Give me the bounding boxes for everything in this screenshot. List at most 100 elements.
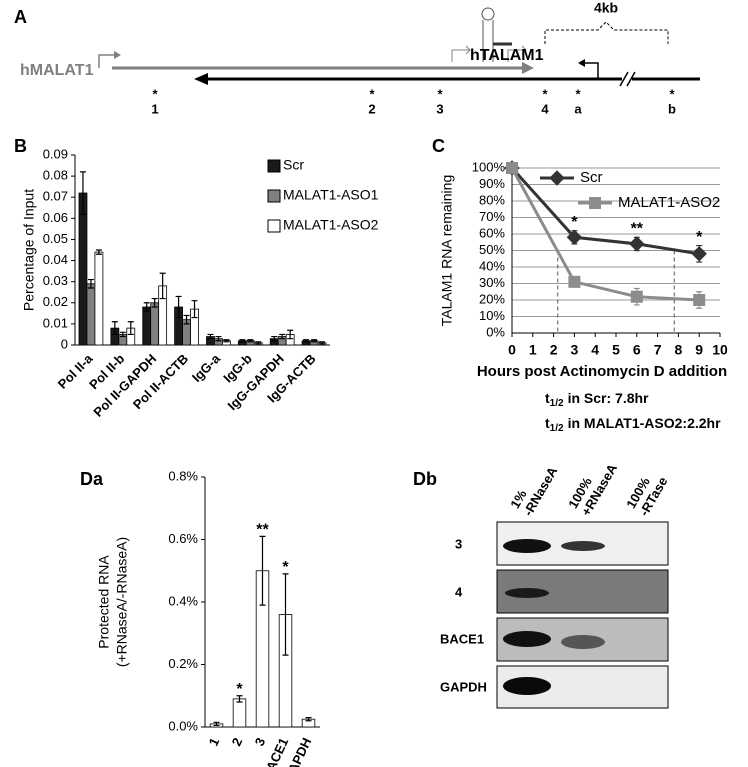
marker	[589, 197, 601, 209]
x-tick-label: 1	[529, 342, 537, 358]
error-bar	[111, 321, 118, 336]
error-bar	[143, 302, 150, 312]
malat1-arrowhead	[522, 62, 534, 74]
panel-label: B	[14, 136, 27, 156]
y-tick-label: 0.06	[43, 210, 68, 225]
error-bar	[287, 329, 294, 340]
marker	[629, 236, 645, 252]
significance-mark: *	[571, 214, 578, 231]
tss-arrow	[98, 54, 114, 68]
x-tick-label: 3	[571, 342, 579, 358]
site-label: 4	[541, 101, 549, 116]
error-bar	[151, 297, 158, 308]
error-bar	[259, 535, 266, 606]
legend-swatch	[267, 189, 281, 203]
gel-band	[505, 588, 549, 598]
note-text: in Scr: 7.8hr	[568, 390, 649, 406]
y-tick-label: 100%	[472, 159, 506, 174]
x-tick-label: 5	[612, 342, 620, 358]
y-tick-label: 0.05	[43, 231, 68, 246]
error-bar	[282, 573, 289, 656]
error-bar	[236, 695, 243, 703]
y-axis-label: (+RNaseA/-RNaseA)	[114, 537, 130, 667]
legend-swatch	[267, 159, 281, 173]
y-tick-label: 0.02	[43, 294, 68, 309]
gene-left: hMALAT1	[20, 62, 94, 79]
site-mark: *	[369, 86, 375, 101]
panel-label: Da	[80, 469, 104, 489]
x-tick-label: 1	[206, 735, 223, 748]
y-tick-label: 0.03	[43, 273, 68, 288]
error-bar	[79, 171, 86, 215]
x-tick-label: IgG-a	[189, 350, 224, 385]
error-bar	[303, 339, 310, 343]
series-line	[510, 167, 700, 302]
legend-label: MALAT1-ASO2	[283, 217, 379, 233]
error-bar	[305, 717, 312, 722]
row-label: BACE1	[440, 631, 484, 646]
site-label: 1	[151, 101, 158, 116]
legend-label: MALAT1-ASO2	[618, 194, 720, 211]
bar	[78, 192, 88, 346]
x-tick-label: 2	[229, 735, 246, 748]
gel-band	[561, 541, 605, 551]
marker	[566, 229, 583, 246]
marker	[630, 290, 643, 303]
error-bar	[319, 341, 326, 345]
y-tick-label: 50%	[479, 242, 505, 257]
y-tick-label: 0.4%	[168, 593, 198, 608]
site-mark: *	[575, 86, 581, 101]
error-bar	[213, 721, 220, 727]
talam1-arrowhead	[194, 73, 208, 85]
y-tick-label: 0.04	[43, 252, 68, 267]
x-tick-label: 9	[695, 342, 703, 358]
gel-band	[503, 539, 551, 553]
gel-band	[561, 635, 605, 649]
y-tick-label: 0.6%	[168, 531, 198, 546]
significance-mark: *	[282, 559, 289, 576]
significance-mark: *	[236, 681, 243, 698]
bar	[232, 698, 247, 728]
panel-db: Db 1%-RNaseA 100%+RNaseA 100%-RTase 3 4 …	[413, 453, 671, 709]
y-tick-label: 40%	[479, 258, 505, 273]
y-tick-label: 10%	[479, 308, 505, 323]
tss-arrowhead	[114, 51, 121, 59]
error-bar	[207, 333, 214, 340]
error-bar	[271, 335, 278, 342]
lane-label: 100%-RTase	[624, 467, 671, 519]
marker	[691, 246, 707, 262]
marker	[693, 294, 706, 306]
legend-label: Scr	[580, 169, 603, 186]
series-line	[510, 166, 700, 256]
error-bar	[239, 339, 246, 343]
error-bar	[255, 341, 262, 345]
gel-band	[503, 677, 551, 695]
x-tick-label: 3	[252, 735, 269, 748]
site-label: a	[574, 101, 582, 116]
error-bar	[175, 295, 182, 319]
y-tick-label: 0.01	[43, 315, 68, 330]
error-bar	[87, 278, 94, 289]
error-bar	[311, 339, 318, 343]
y-tick-label: 80%	[479, 192, 505, 207]
site-mark: *	[437, 86, 443, 101]
y-axis-label: TALAM1 RNA remaining	[439, 175, 455, 326]
lane-label: 100%+RNaseA	[566, 453, 621, 518]
x-tick-label: 2	[550, 342, 558, 358]
row-label: GAPDH	[440, 679, 487, 694]
talam1-tss-head	[578, 59, 585, 67]
bar	[94, 251, 104, 346]
panel-label: C	[432, 136, 445, 156]
y-tick-label: 0.07	[43, 189, 68, 204]
site-label: b	[668, 101, 676, 116]
x-tick-label: 4	[591, 342, 599, 358]
y-tick-label: 0	[61, 336, 68, 351]
x-tick-label: 6	[633, 342, 641, 358]
legend-label: MALAT1-ASO1	[283, 187, 379, 203]
talam1-tss	[584, 62, 599, 79]
y-tick-label: 60%	[479, 225, 505, 240]
note-subscript: 1/2	[550, 398, 564, 409]
